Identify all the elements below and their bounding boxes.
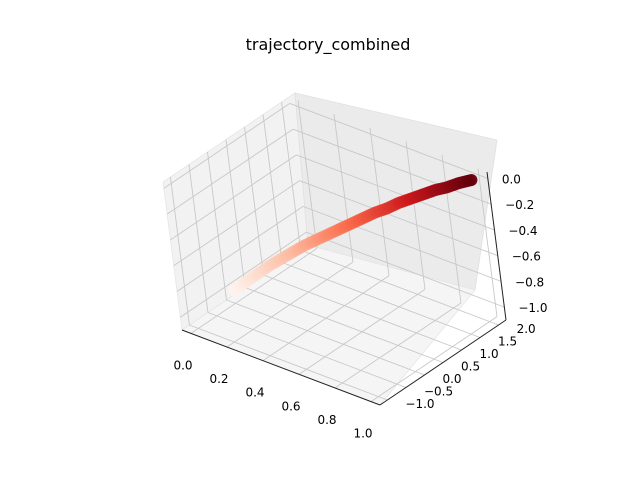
x-tick-label: 0.4 (245, 386, 264, 400)
y-tick-label: −1.0 (405, 397, 434, 411)
y-gridline-left (207, 151, 227, 301)
z-tick-label: −0.8 (515, 275, 544, 289)
z-gridline-left (173, 180, 300, 267)
z-gridline-back (289, 103, 488, 179)
y-gridline-left (225, 139, 246, 288)
z-gridline-back (306, 231, 505, 308)
z-gridline-left (176, 206, 304, 292)
z-gridline-back (302, 205, 502, 282)
axis-lines (181, 171, 507, 406)
y-gridline-left (281, 101, 302, 251)
y-gridline-left (188, 164, 209, 313)
y-tick-label: 1.0 (480, 347, 499, 361)
z-gridline-left (180, 231, 307, 318)
z-tick-label: −1.0 (518, 301, 547, 315)
chart-title: trajectory_combined (246, 35, 411, 55)
z-axis-line (486, 171, 507, 321)
y-tick-label: 1.5 (498, 335, 517, 349)
x-tick-label: 0.0 (173, 358, 192, 372)
z-gridline-left (163, 103, 291, 189)
z-gridline-back (292, 128, 492, 205)
y-gridline-floor (207, 312, 407, 388)
y-tick-label: 2.0 (517, 322, 536, 336)
y-axis-line (379, 319, 507, 406)
x-gridline-back (441, 154, 462, 304)
x-gridline-back (477, 168, 498, 317)
x-tick-label: 0.8 (317, 413, 336, 427)
z-gridline-back (296, 154, 495, 231)
x-gridline-back (297, 100, 318, 249)
y-gridline-floor (263, 274, 462, 351)
trajectory-points (227, 174, 478, 297)
x-tick-label: 1.0 (353, 427, 372, 441)
z-tick-label: 0.0 (502, 172, 521, 186)
z-tick-label: −0.6 (512, 250, 541, 264)
tick-labels: 0.00.20.40.60.81.0−1.0−0.50.00.51.01.52.… (173, 172, 547, 440)
y-tick-label: 0.0 (442, 372, 461, 386)
x-tick-label: 0.6 (281, 399, 300, 413)
x-gridline-back (369, 127, 390, 276)
z-gridline-left (170, 154, 297, 241)
y-gridline-left (262, 114, 283, 263)
x-axis-line (181, 329, 381, 406)
y-gridline-left (244, 126, 264, 276)
y-gridline-floor (226, 299, 425, 376)
y-tick-label: −0.5 (424, 385, 453, 399)
y-gridline-floor (300, 249, 499, 326)
y-gridline-left (169, 176, 190, 326)
x-tick-label: 0.2 (209, 372, 228, 386)
y-gridline-floor (244, 287, 444, 363)
y-gridline-floor (189, 324, 388, 401)
x-gridline-back (405, 141, 426, 290)
z-tick-label: −0.2 (505, 198, 534, 212)
x-gridline-back (333, 113, 354, 263)
z-gridline-left (166, 128, 294, 215)
y-gridline-floor (281, 262, 481, 338)
z-tick-label: −0.4 (508, 224, 537, 238)
grid-lines (163, 100, 505, 402)
y-tick-label: 0.5 (461, 360, 480, 374)
z-gridline-back (299, 180, 498, 257)
trajectory-point (465, 174, 478, 187)
